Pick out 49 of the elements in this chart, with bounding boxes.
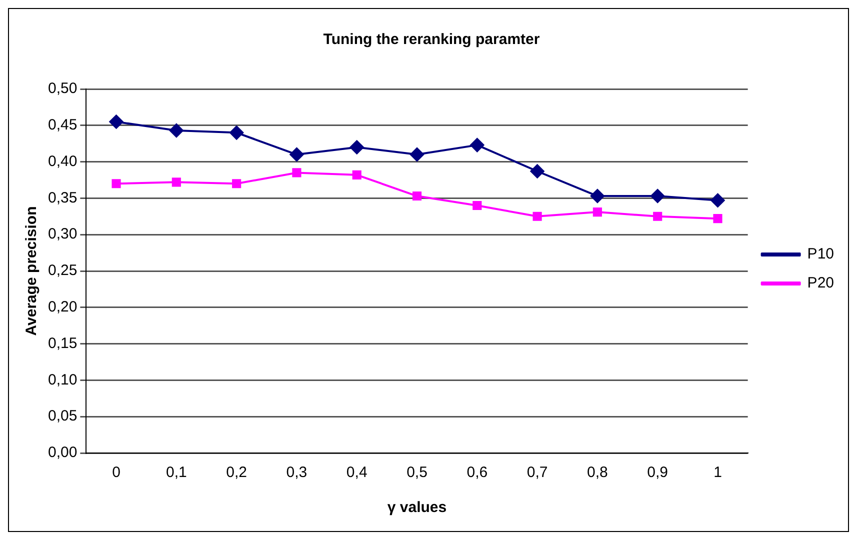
x-tick-label: 0,2: [226, 464, 247, 482]
point: [592, 207, 602, 217]
y-tick-label: 0,15: [48, 334, 78, 352]
x-tick-label: 0,7: [526, 464, 548, 482]
x-tick-label: 0,6: [466, 464, 488, 482]
y-tick-label: 0,40: [48, 152, 78, 170]
point: [112, 179, 121, 188]
point: [532, 212, 542, 221]
point: [530, 164, 544, 178]
point: [590, 189, 604, 204]
chart-title: Tuning the reranking paramter: [323, 31, 540, 48]
point: [713, 214, 722, 224]
x-tick-label: 0,4: [346, 464, 368, 482]
y-tick-label: 0,50: [48, 80, 78, 98]
x-tick-label: 0,8: [587, 464, 608, 482]
point: [653, 212, 662, 221]
y-axis-title: Average precision: [23, 206, 40, 336]
point: [232, 179, 242, 188]
x-tick-label: 0,1: [166, 464, 187, 482]
y-tick-label: 0,05: [48, 408, 78, 425]
x-tick-label: 0: [112, 464, 120, 482]
y-tick-label: 0,45: [48, 116, 78, 134]
x-tick-label: 0,9: [647, 464, 668, 482]
point: [410, 148, 424, 162]
point: [352, 170, 362, 180]
point: [109, 114, 124, 129]
point: [230, 126, 244, 140]
y-tick-label: 0,20: [48, 298, 78, 316]
point: [169, 123, 184, 138]
legend-label: P20: [807, 274, 834, 292]
legend-label: P10: [807, 246, 834, 263]
y-tick-label: 0,30: [48, 226, 78, 243]
x-tick-label: 0,3: [286, 464, 308, 482]
x-tick-label: 0,5: [406, 464, 428, 482]
y-tick-label: 0,25: [48, 262, 78, 280]
point: [650, 189, 665, 204]
x-axis-title: γ values: [387, 499, 447, 516]
y-tick-label: 0,10: [48, 371, 78, 388]
x-tick-label: 1: [714, 464, 722, 482]
y-tick-label: 0,00: [48, 444, 78, 462]
point: [412, 191, 422, 201]
point: [710, 193, 725, 208]
point: [350, 140, 364, 154]
point: [290, 148, 304, 162]
y-tick-label: 0,35: [48, 189, 78, 206]
point: [172, 178, 181, 187]
point: [472, 200, 482, 210]
point: [470, 138, 484, 152]
point: [292, 168, 302, 178]
